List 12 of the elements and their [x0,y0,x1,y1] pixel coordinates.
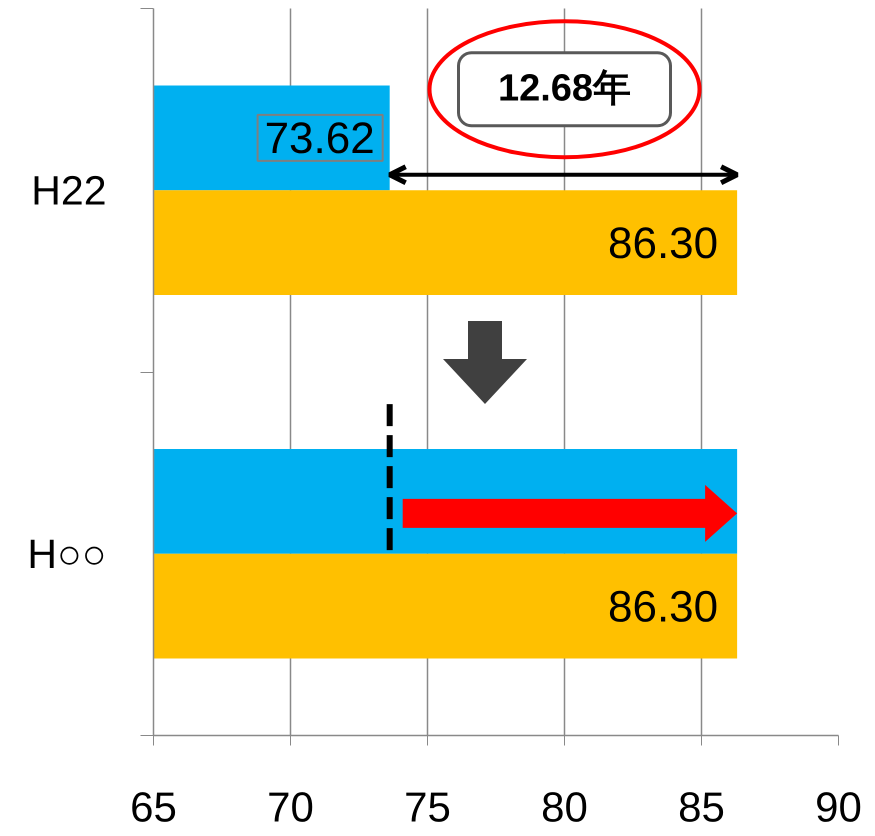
x-tick-label: 70 [267,784,314,830]
y-tick-label: H○○ [27,530,107,577]
y-tick-label: H22 [31,167,107,214]
x-tick-label: 75 [404,784,451,830]
x-tick-label: 85 [678,784,725,830]
x-tick-label: 90 [815,784,862,830]
x-tick-label: 65 [130,784,177,830]
data-label: 86.30 [608,219,718,268]
x-tick-label: 80 [541,784,588,830]
annotation: 12.68年 [498,67,632,110]
data-label: 86.30 [608,582,718,632]
data-label: 73.62 [264,114,375,163]
